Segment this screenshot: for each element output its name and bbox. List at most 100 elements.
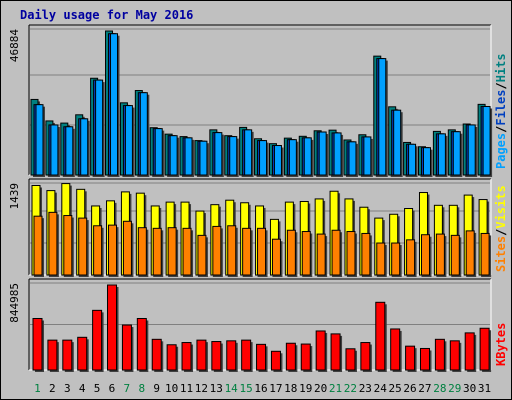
kbytes-bar-10 [166, 344, 177, 371]
sites-bar-20 [316, 233, 326, 276]
sites-bar-17 [271, 238, 281, 276]
sites-bar-12 [197, 234, 207, 276]
pages-bar-15 [244, 129, 253, 176]
x-tick-label-26: 26 [403, 382, 416, 395]
legend-sites: Sites [494, 236, 508, 272]
kbytes-bar-19 [300, 343, 311, 371]
kbytes-bar-1 [32, 317, 43, 371]
x-tick-label-7: 7 [124, 382, 131, 395]
pages-bar-5 [95, 79, 104, 176]
x-tick-label-14: 14 [225, 382, 239, 395]
kbytes-bar-26 [405, 345, 416, 371]
kbytes-bar-15 [241, 339, 252, 371]
kbytes-bar-2 [47, 339, 58, 371]
x-tick-label-4: 4 [79, 382, 86, 395]
x-tick-label-5: 5 [94, 382, 101, 395]
kbytes-bar-31 [479, 327, 490, 371]
x-tick-label-1: 1 [34, 382, 41, 395]
pages-bar-9 [154, 128, 163, 176]
x-tick-label-11: 11 [180, 382, 193, 395]
kbytes-bar-23 [360, 342, 371, 371]
kbytes-bar-13 [211, 341, 222, 371]
pages-bar-27 [422, 147, 431, 176]
kbytes-bar-12 [196, 339, 207, 371]
pages-bar-1 [35, 104, 44, 176]
x-tick-label-16: 16 [254, 382, 267, 395]
kbytes-bar-22 [345, 348, 356, 371]
legend-hits: Hits [494, 53, 508, 82]
x-tick-label-20: 20 [314, 382, 327, 395]
kbytes-bar-16 [256, 343, 267, 371]
y-max-label-2: 844985 [8, 283, 21, 323]
kbytes-bar-18 [285, 342, 296, 371]
pages-bar-7 [124, 105, 133, 176]
pages-bar-13 [214, 132, 223, 176]
pages-bar-20 [318, 131, 327, 176]
kbytes-bar-8 [136, 317, 147, 371]
x-tick-label-22: 22 [344, 382, 357, 395]
pages-bar-10 [169, 135, 178, 176]
pages-bar-17 [273, 145, 282, 176]
kbytes-bar-3 [62, 339, 73, 371]
x-tick-label-27: 27 [418, 382, 431, 395]
kbytes-bar-21 [330, 333, 341, 371]
x-tick-label-19: 19 [299, 382, 312, 395]
x-tick-label-29: 29 [448, 382, 461, 395]
pages-bar-30 [467, 124, 476, 176]
legend-sep: / [494, 126, 508, 133]
pages-bar-4 [80, 118, 89, 176]
sites-bar-19 [301, 231, 311, 276]
sites-bar-29 [450, 234, 460, 276]
pages-bar-16 [259, 140, 268, 176]
x-tick-label-6: 6 [109, 382, 116, 395]
x-tick-label-18: 18 [284, 382, 297, 395]
sites-bar-22 [346, 231, 356, 276]
sites-bar-28 [435, 233, 445, 276]
pages-bar-22 [348, 141, 357, 176]
sites-bar-3 [63, 215, 73, 276]
sites-bar-9 [152, 227, 162, 276]
sites-bar-15 [242, 227, 252, 276]
x-tick-label-8: 8 [138, 382, 145, 395]
kbytes-bar-29 [449, 340, 460, 371]
sites-bar-24 [376, 242, 386, 276]
y-max-label-0: 46884 [8, 29, 21, 62]
legend-pages: Pages [494, 133, 508, 169]
legend-sep: / [494, 229, 508, 236]
sites-bar-27 [420, 234, 430, 276]
x-tick-label-2: 2 [49, 382, 56, 395]
sites-bar-7 [122, 220, 132, 276]
x-tick-label-30: 30 [463, 382, 476, 395]
sites-bar-8 [137, 227, 147, 276]
pages-bar-26 [408, 143, 417, 176]
kbytes-bar-24 [375, 301, 386, 371]
kbytes-bar-30 [464, 332, 475, 371]
x-tick-label-24: 24 [374, 382, 388, 395]
pages-bar-25 [393, 109, 402, 176]
sites-bar-4 [78, 217, 88, 276]
kbytes-bar-9 [151, 338, 162, 371]
pages-bar-28 [437, 133, 446, 176]
x-tick-label-25: 25 [389, 382, 402, 395]
sites-bar-21 [331, 229, 341, 276]
kbytes-bar-4 [77, 336, 88, 371]
kbytes-bar-5 [92, 309, 103, 371]
pages-bar-14 [229, 136, 238, 176]
legend-sites-visits: Sites/Visits [494, 185, 508, 272]
x-tick-label-12: 12 [195, 382, 208, 395]
sites-bar-25 [391, 242, 401, 276]
pages-bar-29 [452, 131, 461, 176]
kbytes-bar-6 [107, 284, 118, 371]
legend-sep: / [494, 82, 508, 89]
x-tick-label-9: 9 [153, 382, 160, 395]
x-tick-label-23: 23 [359, 382, 372, 395]
sites-bar-26 [406, 239, 416, 276]
sites-bar-13 [212, 225, 222, 276]
chart-title: Daily usage for May 2016 [20, 8, 193, 22]
sites-bar-16 [257, 227, 267, 276]
pages-bar-6 [110, 33, 119, 176]
sites-bar-23 [361, 232, 371, 276]
sites-bar-10 [167, 227, 177, 276]
sites-bar-14 [227, 225, 237, 276]
pages-bar-23 [363, 136, 372, 176]
